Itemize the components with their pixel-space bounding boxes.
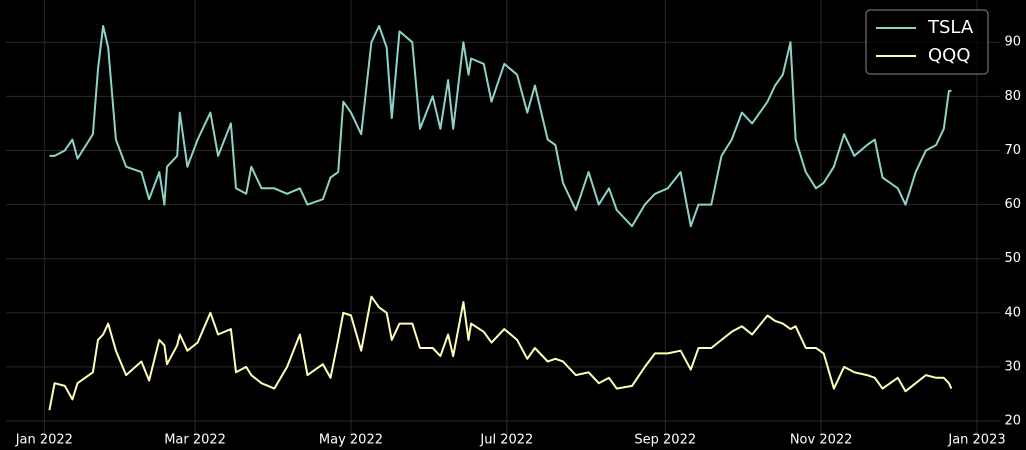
x-tick-label: May 2022 — [319, 433, 383, 448]
line-series — [48, 295, 953, 411]
y-tick-label: 30 — [1004, 359, 1021, 374]
x-tick-label: Jul 2022 — [479, 433, 533, 448]
y-tick-label: 70 — [1004, 143, 1021, 158]
y-tick-label: 90 — [1004, 35, 1021, 50]
y-tick-label: 20 — [1004, 414, 1021, 429]
y-tick-label: 80 — [1004, 89, 1021, 104]
x-tick-label: Jan 2022 — [15, 433, 73, 448]
y-tick-label: 60 — [1004, 197, 1021, 212]
x-tick-label: Jan 2023 — [947, 433, 1005, 448]
line-series — [49, 25, 952, 228]
legend-label: QQQ — [928, 45, 971, 66]
legend-box — [865, 9, 989, 75]
grid — [6, 0, 1000, 440]
legend-label: TSLA — [927, 17, 974, 38]
legend: TSLA QQQ — [865, 9, 989, 75]
x-tick-label: Mar 2022 — [164, 433, 226, 448]
x-tick-label: Nov 2022 — [790, 433, 853, 448]
y-tick-label: 50 — [1004, 251, 1021, 266]
y-tick-label: 40 — [1004, 305, 1021, 320]
x-tick-label: Sep 2022 — [634, 433, 696, 448]
